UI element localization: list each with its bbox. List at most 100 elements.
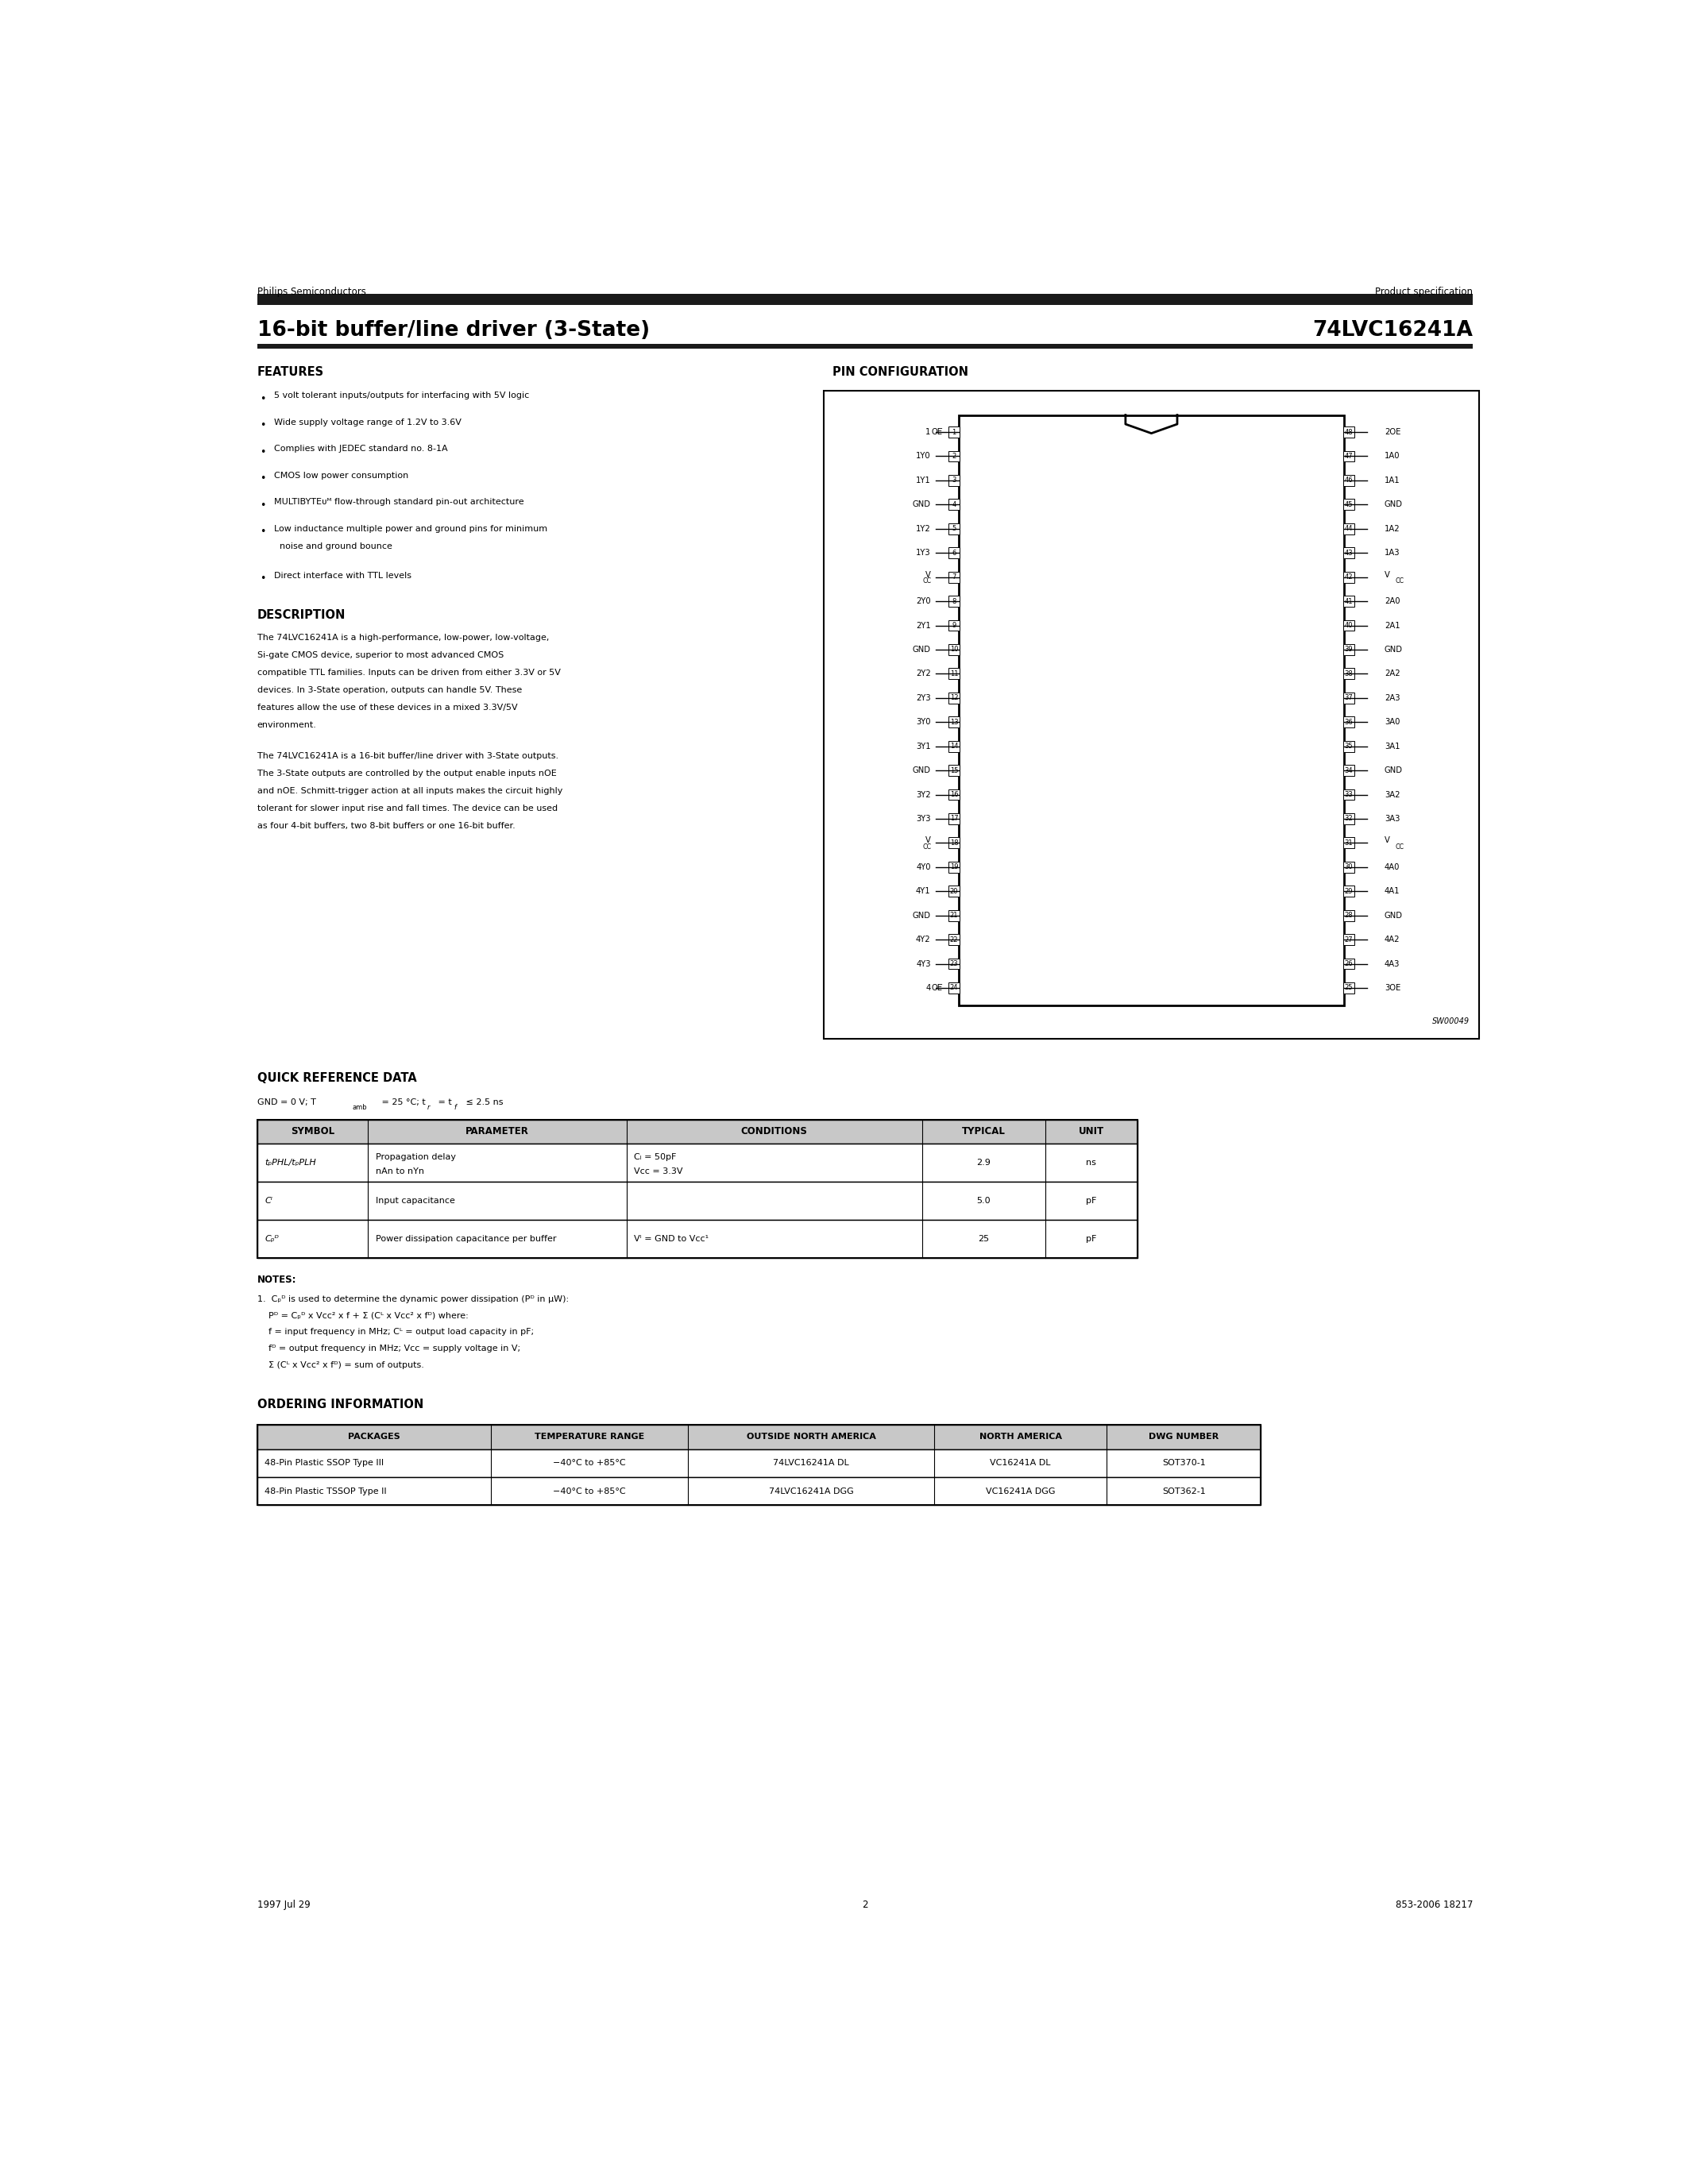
Text: 44: 44 xyxy=(1345,524,1352,533)
Bar xyxy=(824,391,1479,1040)
Bar xyxy=(949,716,959,727)
Text: 1Y2: 1Y2 xyxy=(917,524,930,533)
Text: pF: pF xyxy=(1085,1234,1097,1243)
Text: 33: 33 xyxy=(1344,791,1354,797)
Text: SYMBOL: SYMBOL xyxy=(290,1127,334,1138)
Text: CMOS low power consumption: CMOS low power consumption xyxy=(275,472,408,480)
Text: 17: 17 xyxy=(950,815,959,823)
Text: pF: pF xyxy=(1085,1197,1097,1206)
Text: 3: 3 xyxy=(952,476,955,485)
Bar xyxy=(257,1448,1261,1476)
Text: 45: 45 xyxy=(1345,500,1352,509)
Text: 4A3: 4A3 xyxy=(1384,959,1399,968)
Text: −40°C to +85°C: −40°C to +85°C xyxy=(554,1459,626,1468)
Text: Pᴰ = Cₚᴰ x Vᴄᴄ² x f + Σ (Cᴸ x Vᴄᴄ² x fᴰ) where:: Pᴰ = Cₚᴰ x Vᴄᴄ² x f + Σ (Cᴸ x Vᴄᴄ² x fᴰ)… xyxy=(257,1310,468,1319)
Bar xyxy=(949,596,959,607)
Bar xyxy=(1344,863,1354,874)
Text: 1: 1 xyxy=(952,428,955,435)
Bar xyxy=(1344,887,1354,898)
Text: TYPICAL: TYPICAL xyxy=(962,1127,1006,1138)
Text: 1Y1: 1Y1 xyxy=(917,476,930,485)
Text: compatible TTL families. Inputs can be driven from either 3.3V or 5V: compatible TTL families. Inputs can be d… xyxy=(257,668,560,677)
Bar xyxy=(257,1424,1261,1448)
Text: f = input frequency in MHz; Cᴸ = output load capacity in pF;: f = input frequency in MHz; Cᴸ = output … xyxy=(257,1328,533,1337)
Text: 4A2: 4A2 xyxy=(1384,935,1399,943)
Text: Input capacitance: Input capacitance xyxy=(375,1197,454,1206)
Text: = 25 °C; t: = 25 °C; t xyxy=(380,1099,425,1105)
Text: 2A1: 2A1 xyxy=(1384,622,1399,629)
Text: fᴰ = output frequency in MHz; Vᴄᴄ = supply voltage in V;: fᴰ = output frequency in MHz; Vᴄᴄ = supp… xyxy=(257,1345,520,1352)
Bar xyxy=(1344,764,1354,775)
Bar xyxy=(257,1120,1138,1144)
Text: •: • xyxy=(260,393,265,404)
Text: 3A1: 3A1 xyxy=(1384,743,1399,751)
Bar xyxy=(257,345,1474,349)
Text: 18: 18 xyxy=(950,839,959,847)
Bar xyxy=(1344,935,1354,946)
Text: 1A2: 1A2 xyxy=(1384,524,1399,533)
Text: V: V xyxy=(1384,836,1389,845)
Bar xyxy=(949,524,959,535)
Bar xyxy=(949,668,959,679)
Bar xyxy=(949,887,959,898)
Text: tolerant for slower input rise and fall times. The device can be used: tolerant for slower input rise and fall … xyxy=(257,804,557,812)
Text: V: V xyxy=(925,836,930,845)
Text: 2Y0: 2Y0 xyxy=(917,596,930,605)
Text: The 3-State outputs are controlled by the output enable inputs nOE: The 3-State outputs are controlled by th… xyxy=(257,769,557,778)
Bar xyxy=(1344,426,1354,437)
Text: features allow the use of these devices in a mixed 3.3V/5V: features allow the use of these devices … xyxy=(257,703,518,712)
Bar xyxy=(1344,644,1354,655)
Text: environment.: environment. xyxy=(257,721,317,729)
Text: 2: 2 xyxy=(952,452,955,461)
Text: GND = 0 V; T: GND = 0 V; T xyxy=(257,1099,316,1105)
Text: 1.  Cₚᴰ is used to determine the dynamic power dissipation (Pᴰ in μW):: 1. Cₚᴰ is used to determine the dynamic … xyxy=(257,1295,569,1304)
Text: 4: 4 xyxy=(952,500,955,509)
Text: 1A0: 1A0 xyxy=(1384,452,1399,461)
Bar xyxy=(257,1219,1138,1258)
Text: 4A0: 4A0 xyxy=(1384,863,1399,871)
Text: 10: 10 xyxy=(950,646,959,653)
Text: 24: 24 xyxy=(950,985,959,992)
Text: 2.9: 2.9 xyxy=(976,1160,991,1166)
Text: 16: 16 xyxy=(950,791,959,797)
Bar xyxy=(1344,596,1354,607)
Text: FEATURES: FEATURES xyxy=(257,367,324,378)
Text: •: • xyxy=(260,500,265,511)
Text: 39: 39 xyxy=(1344,646,1352,653)
Text: CC: CC xyxy=(923,843,932,850)
Text: PARAMETER: PARAMETER xyxy=(466,1127,528,1138)
Text: Si-gate CMOS device, superior to most advanced CMOS: Si-gate CMOS device, superior to most ad… xyxy=(257,651,503,660)
Text: 12: 12 xyxy=(950,695,959,701)
Text: 3Y0: 3Y0 xyxy=(917,719,930,725)
Text: The 74LVC16241A is a high-performance, low-power, low-voltage,: The 74LVC16241A is a high-performance, l… xyxy=(257,633,549,642)
Text: 23: 23 xyxy=(950,961,959,968)
Text: 8: 8 xyxy=(952,598,955,605)
Text: = t: = t xyxy=(436,1099,452,1105)
Text: 26: 26 xyxy=(1344,961,1352,968)
Text: 22: 22 xyxy=(950,937,959,943)
Text: 853-2006 18217: 853-2006 18217 xyxy=(1396,1900,1474,1911)
Text: QUICK REFERENCE DATA: QUICK REFERENCE DATA xyxy=(257,1072,417,1083)
Bar xyxy=(1344,668,1354,679)
Text: 20: 20 xyxy=(950,887,959,895)
Text: 15: 15 xyxy=(950,767,959,773)
Text: 3Y1: 3Y1 xyxy=(917,743,930,751)
Bar xyxy=(959,415,1344,1005)
Text: 11: 11 xyxy=(950,670,959,677)
Text: GND: GND xyxy=(913,646,930,653)
Bar xyxy=(949,911,959,922)
Text: Propagation delay: Propagation delay xyxy=(375,1153,456,1160)
Text: OUTSIDE NORTH AMERICA: OUTSIDE NORTH AMERICA xyxy=(746,1433,876,1441)
Bar xyxy=(1344,620,1354,631)
Text: 9: 9 xyxy=(952,622,955,629)
Text: 5: 5 xyxy=(952,524,955,533)
Text: 47: 47 xyxy=(1344,452,1352,461)
Text: 2Y3: 2Y3 xyxy=(917,695,930,701)
Text: GND: GND xyxy=(913,911,930,919)
Text: 4: 4 xyxy=(925,985,930,992)
Text: TEMPERATURE RANGE: TEMPERATURE RANGE xyxy=(535,1433,645,1441)
Text: as four 4-bit buffers, two 8-bit buffers or one 16-bit buffer.: as four 4-bit buffers, two 8-bit buffers… xyxy=(257,821,515,830)
Text: noise and ground bounce: noise and ground bounce xyxy=(275,542,393,550)
Text: •: • xyxy=(260,574,265,583)
Text: 25: 25 xyxy=(1345,985,1352,992)
